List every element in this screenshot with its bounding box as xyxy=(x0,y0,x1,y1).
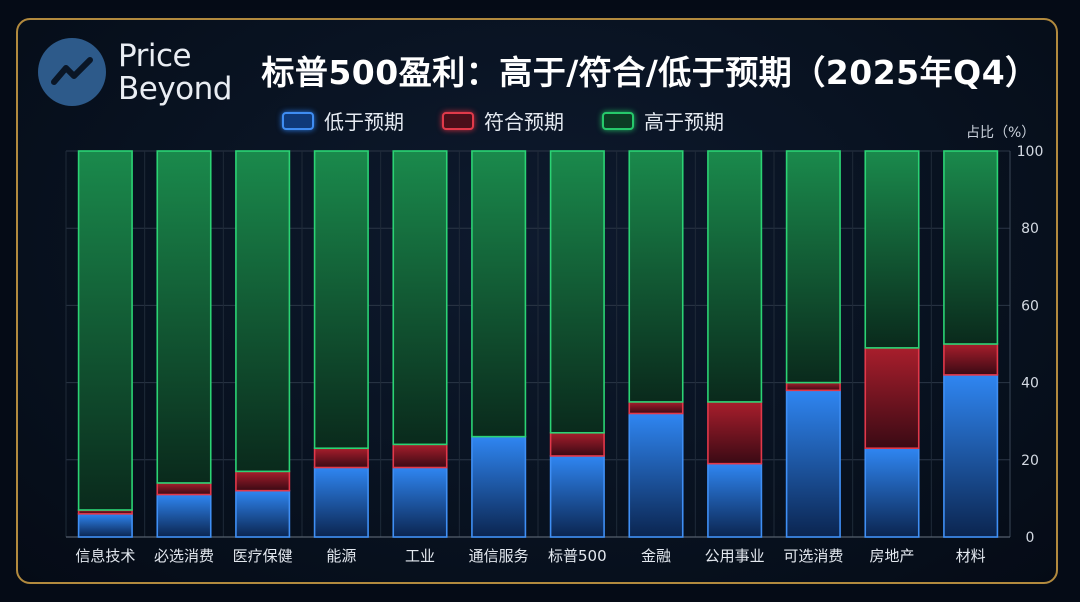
x-tick-label: 房地产 xyxy=(869,547,914,565)
bar-below-1 xyxy=(156,493,212,538)
bar-below-7 xyxy=(628,412,684,538)
bar-meet-1 xyxy=(156,482,212,496)
y-tick-label: 60 xyxy=(1021,298,1039,314)
x-tick-label: 必选消费 xyxy=(154,547,214,565)
y-tick-label: 100 xyxy=(1017,144,1044,160)
bar-above-5 xyxy=(471,150,527,438)
legend-label-above: 高于预期 xyxy=(644,110,724,134)
trend-line-icon xyxy=(51,57,93,85)
brand-line-2: Beyond xyxy=(118,71,232,107)
bar-below-6 xyxy=(549,455,605,538)
chart-title: 标普500盈利：高于/符合/低于预期（2025年Q4） xyxy=(261,53,1039,92)
x-tick-label: 材料 xyxy=(956,547,986,565)
bar-above-9 xyxy=(785,150,841,384)
bar-above-11 xyxy=(943,150,999,345)
bar-above-8 xyxy=(707,150,763,403)
bar-below-11 xyxy=(943,374,999,538)
bar-below-9 xyxy=(785,389,841,538)
bar-above-2 xyxy=(235,150,291,473)
bar-meet-6 xyxy=(549,431,605,457)
bar-above-10 xyxy=(864,150,920,349)
bar-meet-3 xyxy=(313,447,369,469)
bar-above-0 xyxy=(77,150,133,511)
x-tick-label: 标普500 xyxy=(548,547,607,565)
x-tick-label: 公用事业 xyxy=(705,547,765,565)
legend-label-below: 低于预期 xyxy=(324,110,404,134)
x-tick-label: 医疗保健 xyxy=(233,547,293,565)
bar-below-3 xyxy=(313,466,369,538)
bar-below-2 xyxy=(235,489,291,538)
bar-below-5 xyxy=(471,435,527,538)
bar-below-0 xyxy=(77,513,133,538)
bar-meet-2 xyxy=(235,470,291,492)
legend-swatch-below xyxy=(282,111,314,130)
legend-swatch-meet xyxy=(442,111,474,130)
y-tick-label: 0 xyxy=(1026,530,1035,546)
x-tick-label: 金融 xyxy=(641,547,671,565)
y-axis-unit: 占比（%） xyxy=(966,125,1036,141)
chart-legend: 低于预期 符合预期 高于预期 xyxy=(282,106,724,135)
bar-meet-9 xyxy=(785,381,841,392)
x-tick-label: 工业 xyxy=(405,547,435,565)
legend-item-above: 高于预期 xyxy=(602,106,724,135)
brand-name: Price Beyond xyxy=(118,40,232,106)
legend-item-meet: 符合预期 xyxy=(442,106,564,135)
x-tick-label: 能源 xyxy=(326,547,356,565)
bar-meet-11 xyxy=(943,343,999,376)
bar-meet-4 xyxy=(392,443,448,469)
y-tick-label: 40 xyxy=(1021,376,1039,392)
y-tick-label: 80 xyxy=(1021,221,1039,237)
bar-above-1 xyxy=(156,150,212,484)
bar-below-4 xyxy=(392,466,448,538)
bar-meet-8 xyxy=(707,401,763,465)
bar-below-8 xyxy=(707,462,763,538)
legend-swatch-above xyxy=(602,111,634,130)
bar-above-6 xyxy=(549,150,605,434)
brand-line-1: Price xyxy=(118,38,192,74)
bar-below-10 xyxy=(864,447,920,538)
bar-above-4 xyxy=(392,150,448,446)
bar-above-7 xyxy=(628,150,684,403)
y-tick-label: 20 xyxy=(1021,453,1039,469)
legend-item-below: 低于预期 xyxy=(282,106,404,135)
brand-logo xyxy=(38,38,106,106)
bar-meet-10 xyxy=(864,347,920,450)
x-tick-label: 可选消费 xyxy=(783,547,843,565)
legend-label-meet: 符合预期 xyxy=(484,110,564,134)
x-tick-label: 通信服务 xyxy=(469,547,529,565)
x-tick-label: 信息技术 xyxy=(75,547,135,565)
bar-above-3 xyxy=(313,150,369,450)
bar-meet-7 xyxy=(628,401,684,415)
